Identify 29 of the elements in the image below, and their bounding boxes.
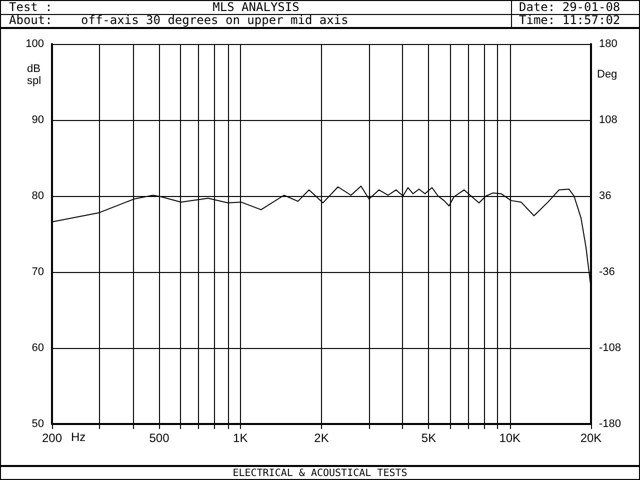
y-tick-label: 100 bbox=[26, 38, 44, 50]
y2-tick-label: 36 bbox=[599, 190, 612, 202]
y2-tick-label: -36 bbox=[599, 266, 615, 278]
y-axis-title: dB spl bbox=[27, 63, 42, 87]
y-tick-label: 70 bbox=[32, 266, 44, 278]
y2-tick-label: 108 bbox=[599, 114, 618, 126]
y-tick-label: 50 bbox=[32, 418, 44, 430]
text: Date: 29-01-08 bbox=[519, 0, 620, 14]
chart-subtitle: off-axis 30 degrees on upper mid axis bbox=[81, 13, 348, 27]
text: Test : bbox=[9, 0, 52, 14]
text: About: bbox=[9, 13, 52, 27]
y2-tick-label: 180 bbox=[599, 38, 618, 50]
x-tick-label: 20K bbox=[580, 431, 602, 445]
y-tick-label: 90 bbox=[32, 114, 44, 126]
text: ELECTRICAL & ACOUSTICAL TESTS bbox=[1, 465, 639, 480]
chart-title: MLS ANALYSIS bbox=[212, 0, 300, 14]
x-tick-label: 2K bbox=[314, 431, 329, 445]
x-axis-title: Hz bbox=[71, 430, 86, 444]
x-tick-label: 5K bbox=[421, 431, 436, 445]
x-tick-label: 200 bbox=[42, 431, 62, 445]
y2-tick-label: -180 bbox=[599, 418, 622, 430]
x-tick-label: 1K bbox=[233, 431, 248, 445]
y-tick-label: 60 bbox=[32, 342, 44, 354]
x-tick-label: 500 bbox=[149, 431, 170, 445]
y-tick-label: 80 bbox=[32, 190, 44, 202]
y2-tick-label: -108 bbox=[599, 342, 622, 354]
text: Time: 11:57:02 bbox=[519, 13, 620, 27]
x-tick-label: 10K bbox=[499, 431, 521, 445]
y2-axis-title: Deg bbox=[597, 68, 618, 80]
